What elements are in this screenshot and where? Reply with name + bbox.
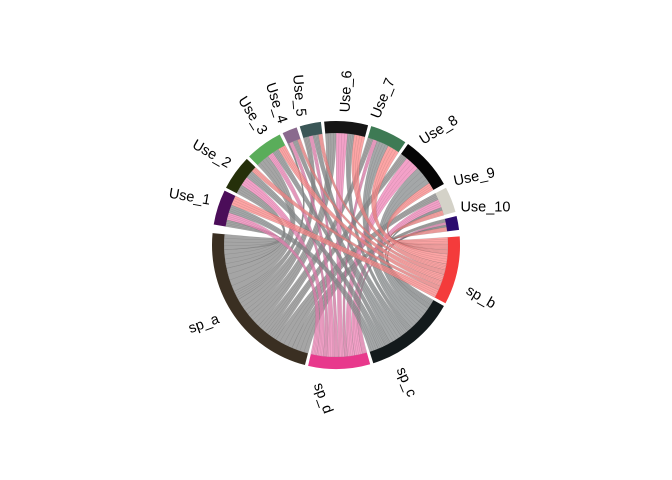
label-use-5: Use_5	[289, 74, 309, 117]
link-strand	[347, 160, 410, 357]
link-strand	[254, 167, 440, 288]
link-strand	[321, 133, 445, 272]
link-sp-b-use-2	[251, 166, 441, 291]
link-strand	[229, 208, 375, 351]
link-strand	[227, 162, 292, 275]
sector-use-5	[299, 121, 323, 138]
link-strand	[271, 153, 328, 357]
link-strand	[231, 158, 294, 287]
sector-use-9	[435, 187, 456, 216]
link-strand	[359, 224, 447, 354]
link-strand	[250, 172, 384, 347]
sector-sp-c	[369, 300, 444, 364]
label-use-3: Use_3	[234, 94, 270, 138]
link-strand	[279, 147, 441, 286]
link-strand	[242, 182, 322, 356]
link-strand	[316, 134, 407, 333]
link-strand	[295, 140, 399, 339]
link-strand	[357, 222, 446, 354]
link-strand	[387, 184, 448, 254]
sector-use-10	[444, 216, 460, 232]
link-strand	[343, 139, 376, 357]
link-strand	[315, 134, 405, 334]
label-use-10: Use_10	[460, 200, 510, 216]
link-strand	[294, 140, 397, 340]
link-strand	[236, 143, 305, 298]
label-sp-b: sp_b	[463, 283, 498, 313]
sector-use-3	[249, 134, 286, 166]
link-strand	[270, 154, 327, 357]
link-strand	[228, 214, 319, 356]
link-strand	[387, 187, 448, 252]
link-strand	[243, 180, 323, 356]
link-strand	[283, 146, 442, 283]
link-strand	[229, 210, 373, 352]
link-strand	[373, 148, 448, 260]
sector-sp-d	[308, 352, 371, 370]
sector-use-8	[401, 144, 444, 190]
label-use-9: Use_9	[452, 165, 496, 189]
link-strand	[319, 134, 445, 274]
sector-use-6	[324, 121, 369, 137]
link-strand	[298, 139, 444, 279]
sector-use-2	[226, 158, 256, 194]
label-sp-a: sp_a	[186, 311, 222, 337]
link-strand	[379, 175, 425, 314]
link-strand	[348, 162, 413, 357]
link-sp-b-use-5	[318, 133, 446, 275]
label-use-1: Use_1	[168, 186, 212, 209]
link-strand	[249, 173, 383, 348]
link-strand	[233, 200, 437, 294]
link-strand	[344, 140, 377, 357]
link-strand	[227, 217, 317, 355]
link-strand	[358, 223, 446, 354]
link-strand	[374, 150, 448, 257]
label-use-8: Use_8	[417, 113, 461, 149]
chord-links	[223, 132, 449, 358]
link-strand	[387, 186, 448, 253]
link-strand	[357, 136, 447, 266]
link-strand	[297, 139, 443, 280]
label-sp-c: sp_c	[393, 365, 420, 399]
link-strand	[281, 146, 442, 284]
link-strand	[372, 147, 447, 262]
link-strand	[229, 160, 293, 281]
label-use-2: Use_2	[189, 137, 233, 172]
link-strand	[268, 154, 327, 357]
sector-sp-b	[434, 236, 461, 304]
link-strand	[320, 134, 445, 273]
link-strand	[232, 202, 436, 296]
label-use-7: Use_7	[368, 76, 399, 121]
link-strand	[338, 133, 343, 357]
link-strand	[299, 138, 444, 277]
label-use-6: Use_6	[337, 70, 355, 113]
link-strand	[234, 197, 438, 293]
link-sp-d-use-5	[308, 135, 339, 358]
link-strand	[291, 141, 333, 357]
sector-use-4	[282, 127, 301, 144]
link-strand	[227, 215, 318, 355]
sector-use-1	[213, 190, 236, 227]
label-use-4: Use_4	[262, 81, 290, 126]
sector-sp-a	[211, 233, 308, 366]
link-strand	[353, 134, 446, 269]
link-strand	[247, 175, 381, 349]
label-sp-d: sp_d	[310, 381, 336, 416]
link-strand	[349, 165, 416, 356]
link-sp-c-use-5	[312, 134, 408, 337]
link-strand	[309, 136, 336, 358]
link-strand	[293, 141, 394, 342]
link-strand	[355, 135, 446, 268]
link-strand	[245, 178, 324, 357]
link-strand	[253, 168, 440, 289]
chord-sectors	[211, 121, 461, 370]
link-strand	[230, 206, 377, 350]
link-strand	[252, 169, 440, 290]
link-strand	[343, 139, 375, 357]
sector-use-7	[367, 126, 406, 153]
link-strand	[378, 171, 423, 317]
